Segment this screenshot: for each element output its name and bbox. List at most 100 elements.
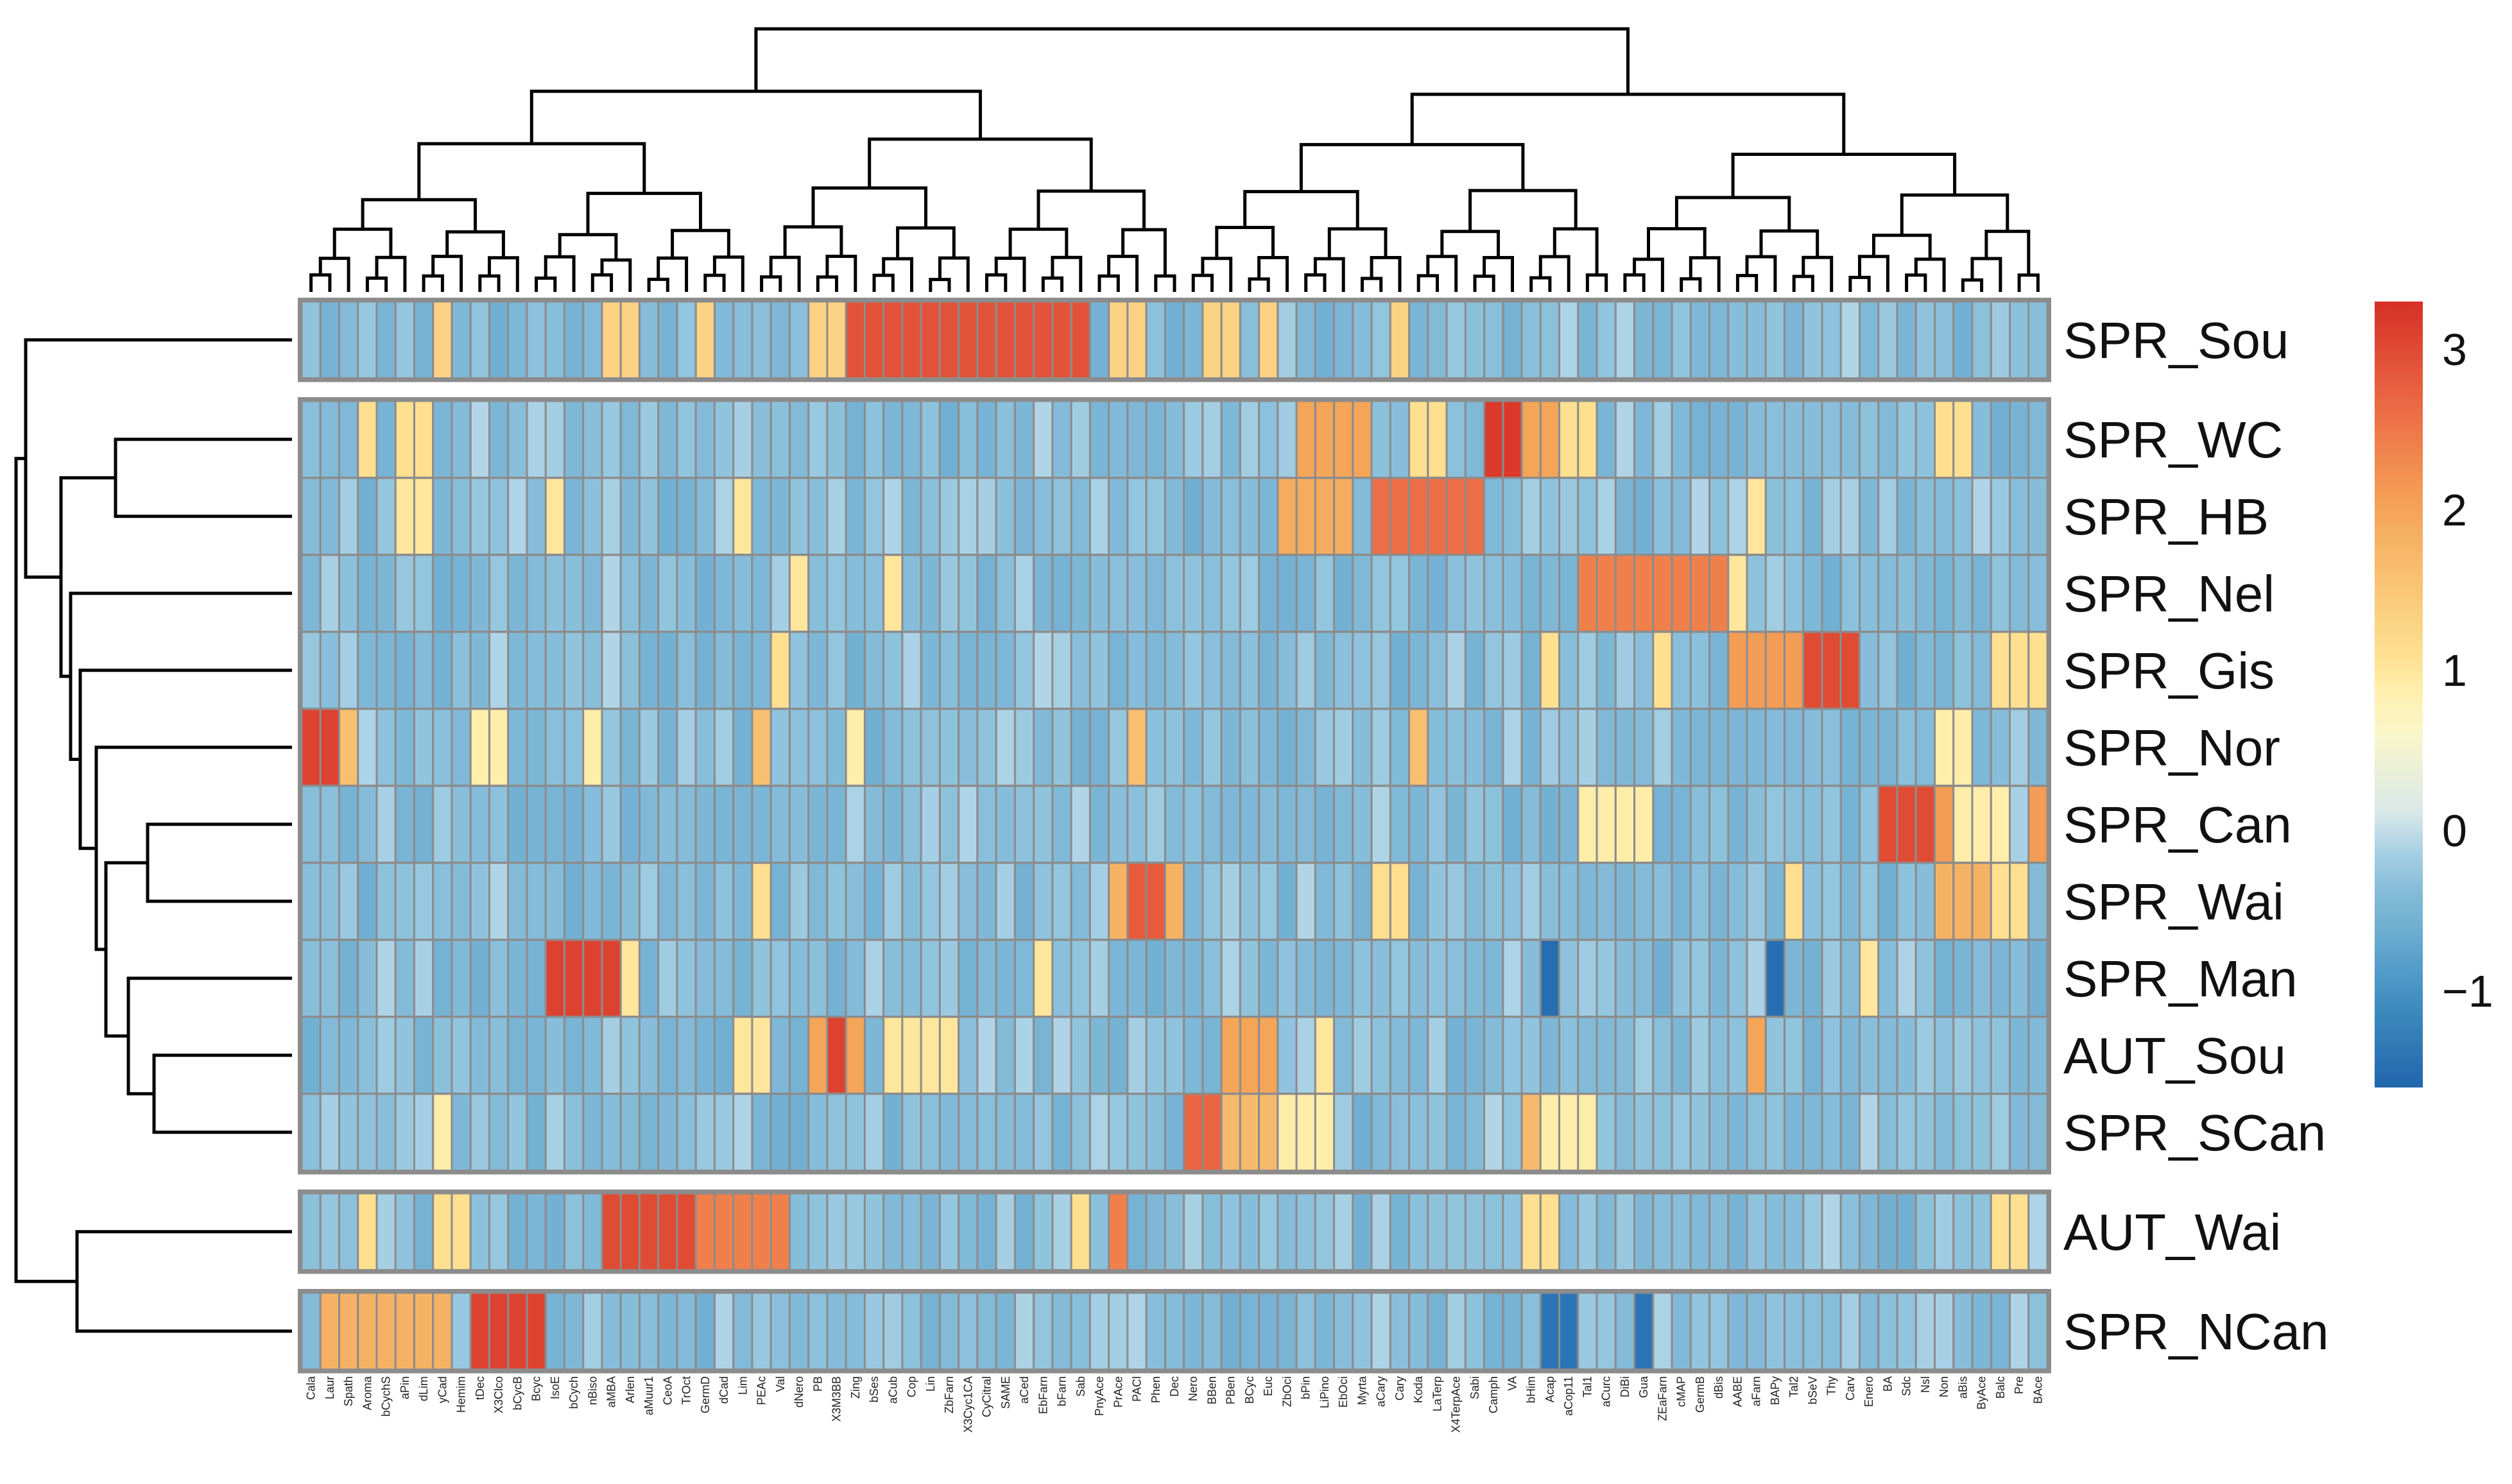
heatmap-cell [1671,1292,1692,1370]
heatmap-cell [657,1093,678,1172]
heatmap-cell [1201,300,1223,379]
heatmap-cell [469,1093,490,1172]
heatmap-cell [451,785,472,864]
heatmap-cell [1934,1093,1955,1172]
heatmap-cell [526,785,547,864]
heatmap-cell [1952,1093,1974,1172]
heatmap-cell [1013,785,1035,864]
heatmap-cell [394,554,415,633]
heatmap-cell [1558,862,1579,941]
heatmap-cell [732,477,753,556]
heatmap-cell [1802,300,1823,379]
heatmap-cell [601,939,622,1018]
heatmap-cell [2009,300,2030,379]
heatmap-cell [1088,708,1110,787]
heatmap-cell [676,785,697,864]
column-label: BAPy [1769,1376,1782,1405]
heatmap-cell [995,1093,1016,1172]
heatmap-cell [713,1093,735,1172]
heatmap-cell [1408,477,1429,556]
heatmap-cell [469,631,490,710]
column-label: aCary [1375,1376,1388,1407]
heatmap-cell [1333,631,1354,710]
heatmap-cell [958,631,979,710]
heatmap-cell [845,1292,866,1370]
heatmap-cell [507,300,528,379]
heatmap-cell [582,1016,603,1095]
heatmap-cell [1839,554,1861,633]
heatmap-cell [1389,1292,1411,1370]
heatmap-cell [357,708,378,787]
heatmap-cell [1370,631,1391,710]
heatmap-cell [1108,300,1129,379]
heatmap-cell [451,939,472,1018]
column-label: yCad [436,1376,449,1403]
heatmap-cell [938,708,960,787]
row-label: SPR_Wai [2063,873,2284,930]
heatmap-cell [1033,300,1054,379]
heatmap-cell [1784,708,1805,787]
heatmap-cell [488,1093,510,1172]
heatmap-cell [1314,1192,1336,1271]
heatmap-cell [1821,1093,1842,1172]
heatmap-cell [1295,554,1316,633]
heatmap-cell [1370,400,1391,479]
column-label: Dec [1168,1376,1181,1397]
heatmap-cell [319,477,340,556]
dendrogram-branch [529,89,982,144]
heatmap-cell [920,939,941,1018]
heatmap-cell [1295,400,1316,479]
dendrogram-branch [1529,276,1552,292]
heatmap-cell [1427,1016,1448,1095]
heatmap-cell [1201,400,1223,479]
heatmap-cell [1013,554,1035,633]
column-label: X3M3BB [830,1376,843,1422]
heatmap-cell [432,554,453,633]
heatmap-cell [1164,1016,1185,1095]
heatmap-cell [1652,862,1673,941]
heatmap-cell [1427,785,1448,864]
heatmap-cell [638,708,660,787]
heatmap-cell [488,400,510,479]
heatmap-cell [1502,477,1523,556]
heatmap-cell [1596,631,1617,710]
heatmap-cell [882,708,904,787]
heatmap-cell [638,300,660,379]
heatmap-cell [1990,708,2011,787]
heatmap-cell [976,862,997,941]
heatmap-cell [1689,1093,1711,1172]
heatmap-cell [1746,708,1767,787]
dendrogram-branch [1961,278,1984,292]
column-label: bFarn [1056,1376,1069,1406]
heatmap-cell [732,554,753,633]
heatmap-cell [507,708,528,787]
heatmap-cell [582,708,603,787]
heatmap-cell [1971,554,1992,633]
heatmap-cell [1877,1093,1898,1172]
heatmap-cell [1051,554,1072,633]
heatmap-cell [1652,708,1673,787]
heatmap-cell [1764,477,1786,556]
heatmap-cell [732,1192,753,1271]
heatmap-cell [1483,554,1504,633]
heatmap-cell [2009,477,2030,556]
heatmap-cell [1314,400,1336,479]
heatmap-cell [1145,477,1166,556]
heatmap-cell [1859,300,1880,379]
heatmap-cell [526,708,547,787]
heatmap-cell [1277,477,1298,556]
heatmap-cell [751,631,772,710]
heatmap-cell [1821,477,1842,556]
heatmap-cell [394,708,415,787]
heatmap-cell [1671,631,1692,710]
heatmap-cell [451,1093,472,1172]
heatmap-cell [1859,1093,1880,1172]
heatmap-cell [920,300,941,379]
heatmap-cell [882,400,904,479]
heatmap-cell [1277,400,1298,479]
heatmap-cell [863,1093,885,1172]
heatmap-cell [1896,708,1917,787]
heatmap-cell [1689,1292,1711,1370]
heatmap-cell [1896,554,1917,633]
